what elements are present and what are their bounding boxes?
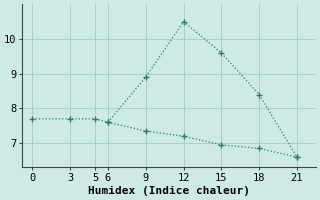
X-axis label: Humidex (Indice chaleur): Humidex (Indice chaleur) (88, 186, 250, 196)
